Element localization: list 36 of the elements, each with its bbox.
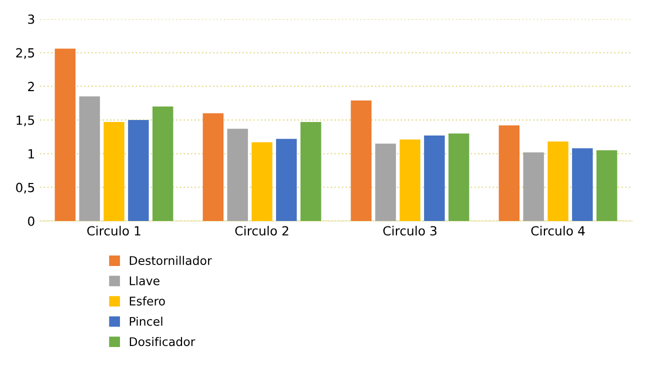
legend-label: Esfero [130,296,165,306]
bar [227,128,248,221]
bar [202,113,224,221]
y-tick-label: 2 [28,82,34,92]
bar [498,125,520,221]
bar [79,96,100,221]
x-tick-label: Circulo 4 [531,226,585,236]
bar [548,142,568,221]
x-tick-label: Circulo 2 [235,226,288,236]
y-tick-label: 1 [28,149,34,158]
bar [252,142,272,221]
legend-label: Dosificador [130,336,196,346]
bar [350,100,372,221]
bar [276,138,297,221]
bar [152,106,174,221]
y-tick-label: 0 [28,216,34,226]
y-tick-label: 3 [28,14,34,24]
bar [300,122,322,221]
legend-label: Llave [130,276,160,286]
x-tick-label: Circulo 1 [87,226,140,236]
x-tick-label: Circulo 3 [383,226,436,236]
y-tick-label: 1,5 [16,116,34,126]
bar [596,150,618,221]
bar [128,120,149,221]
legend-label: Pincel [130,316,162,326]
bar [572,148,593,221]
y-tick-label: 0,5 [16,182,34,194]
bar [375,144,396,221]
legend-label: Destornillador [130,256,212,266]
y-tick-label: 2,5 [16,48,34,59]
bar [424,135,445,221]
bar [523,152,544,221]
bar [448,133,470,221]
bar [400,140,420,221]
bar [54,48,76,221]
bar [104,122,124,221]
